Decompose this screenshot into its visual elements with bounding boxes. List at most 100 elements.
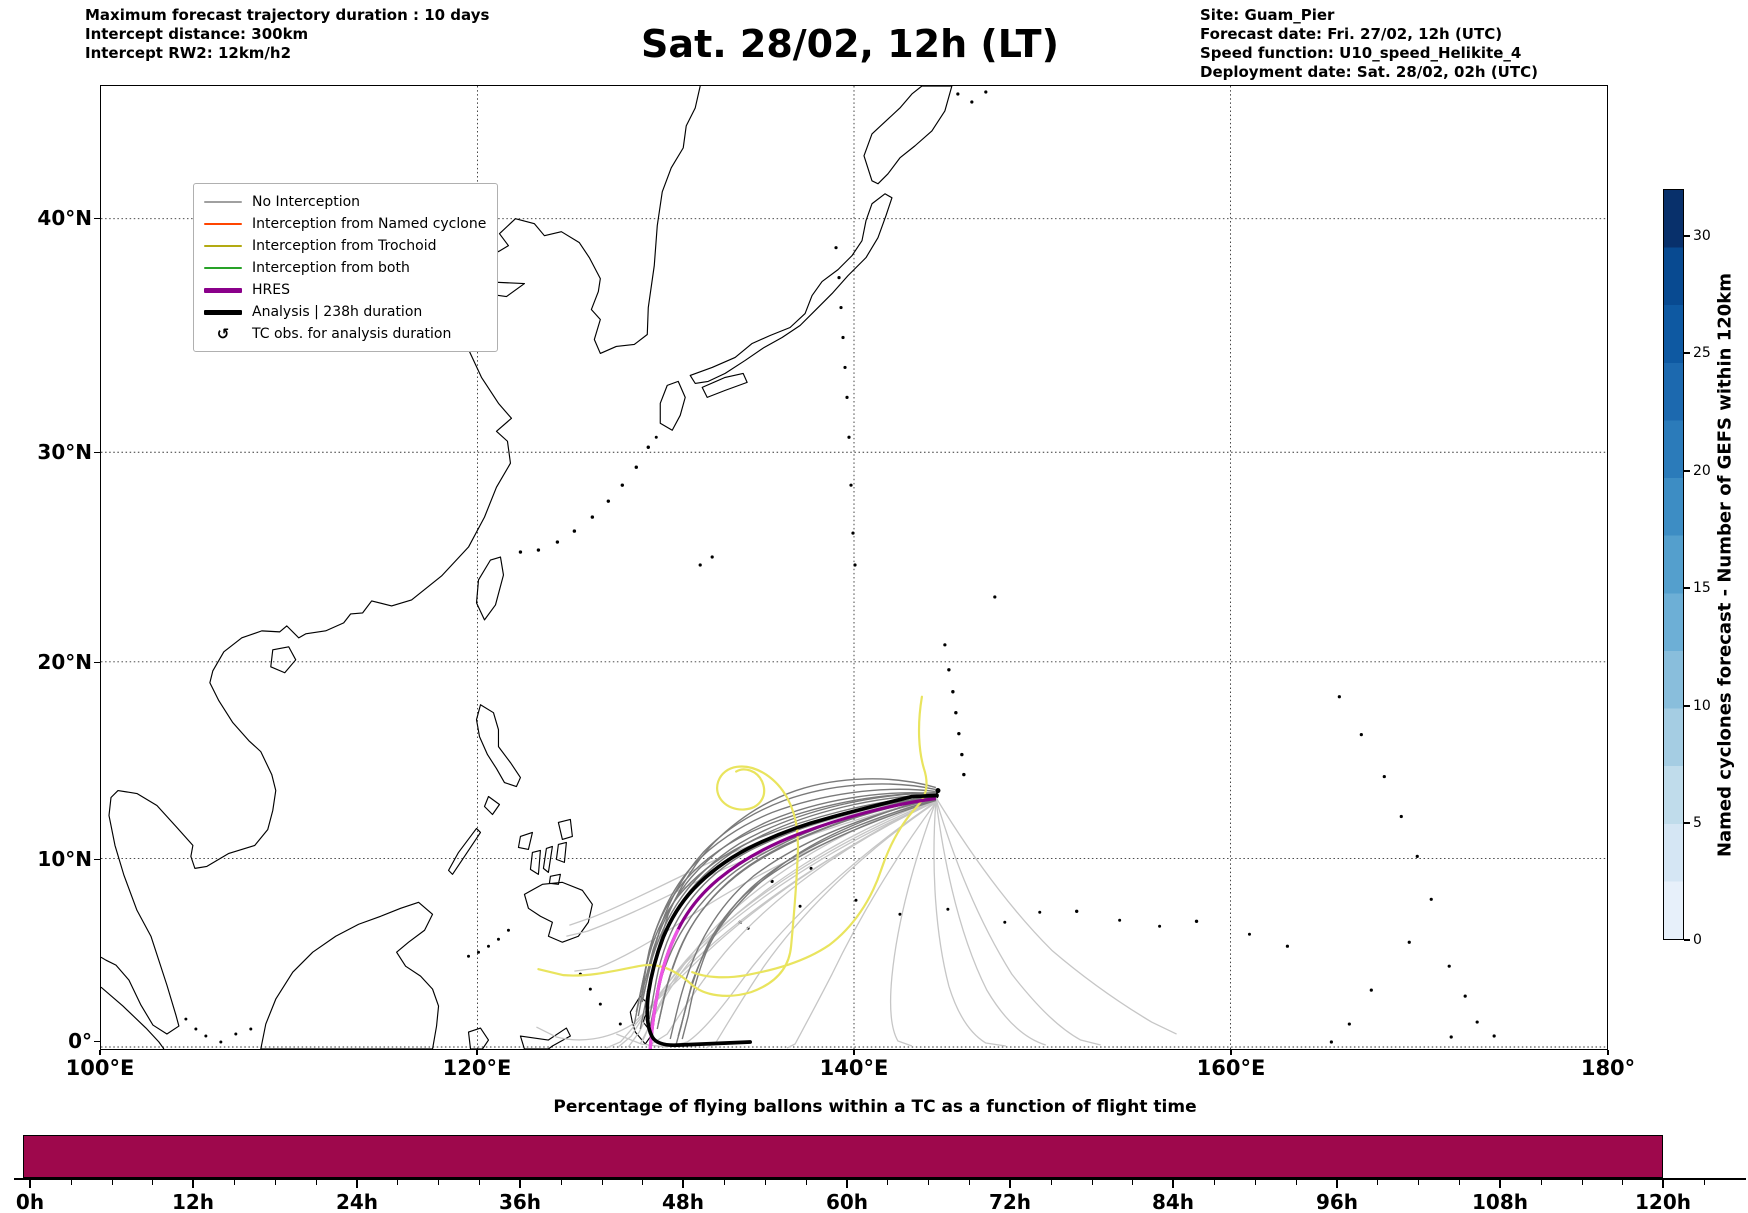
flight-minor-tick [1214, 1179, 1216, 1185]
flight-major-tick [356, 1179, 358, 1188]
lon-tick-mark [99, 1050, 101, 1055]
map-canvas [101, 86, 1607, 1049]
flight-major-tick [29, 1179, 31, 1188]
lon-tick-mark [476, 1050, 478, 1055]
flight-minor-tick [560, 1179, 562, 1185]
flight-minor-tick [1132, 1179, 1134, 1185]
flight-tick-label: 120h [1635, 1190, 1691, 1213]
flight-major-tick [1172, 1179, 1174, 1188]
flight-minor-tick [887, 1179, 889, 1185]
flight-minor-tick [70, 1179, 72, 1185]
flight-minor-tick [724, 1179, 726, 1185]
flight-minor-tick [805, 1179, 807, 1185]
legend-item: No Interception [204, 191, 487, 213]
legend-line-swatch [204, 287, 242, 293]
legend-line [204, 309, 242, 315]
flight-minor-tick [193, 1179, 195, 1185]
flight-minor-tick [1418, 1179, 1420, 1185]
tc-symbol-icon: ↺ [216, 324, 230, 343]
colorbar-tick-mark [1684, 939, 1690, 941]
flight-tick-label: 36h [498, 1190, 542, 1213]
lon-tick-label: 100°E [65, 1056, 135, 1080]
flight-minor-tick [479, 1179, 481, 1185]
header-right-line: Forecast date: Fri. 27/02, 12h (UTC) [1200, 25, 1503, 43]
legend-line [204, 245, 242, 247]
flight-major-tick [1662, 1179, 1664, 1188]
flight-tick-label: 96h [1315, 1190, 1359, 1213]
flight-minor-tick [1295, 1179, 1297, 1185]
colorbar-tick-label: 20 [1693, 463, 1711, 479]
header-left-line: Intercept RW2: 12km/h2 [85, 44, 292, 62]
flight-time-bar [23, 1135, 1663, 1178]
header-left-info: Maximum forecast trajectory duration : 1… [85, 6, 489, 63]
header-right-info: Site: Guam_Pier Forecast date: Fri. 27/02… [1200, 6, 1538, 82]
header-left-line: Intercept distance: 300km [85, 25, 309, 43]
flight-minor-tick [642, 1179, 644, 1185]
flight-minor-tick [315, 1179, 317, 1185]
flight-tick-label: 12h [171, 1190, 215, 1213]
lat-tick-label: 40°N [37, 206, 92, 230]
colorbar-tick-label: 0 [1693, 932, 1702, 948]
flight-minor-tick [1540, 1179, 1542, 1185]
header-left-line: Maximum forecast trajectory duration : 1… [85, 6, 490, 24]
flight-minor-tick [1581, 1179, 1583, 1185]
colorbar-tick-label: 30 [1693, 228, 1711, 244]
legend-item: Interception from both [204, 257, 487, 279]
flight-major-tick [846, 1179, 848, 1188]
flight-minor-tick [1377, 1179, 1379, 1185]
lat-tick-label: 30°N [37, 440, 92, 464]
legend-line [204, 287, 242, 293]
lon-tick-label: 180° [1580, 1056, 1636, 1080]
lon-tick-mark [853, 1050, 855, 1055]
legend-line-swatch [204, 223, 242, 225]
flight-minor-tick [928, 1179, 930, 1185]
flight-minor-tick [111, 1179, 113, 1185]
legend-line [204, 201, 242, 203]
header-right-line: Deployment date: Sat. 28/02, 02h (UTC) [1200, 63, 1538, 81]
colorbar-tick-label: 25 [1693, 345, 1711, 361]
flight-minor-tick [234, 1179, 236, 1185]
legend-item: Interception from Named cyclone [204, 213, 487, 235]
map-panel: No Interception Interception from Named c… [100, 85, 1608, 1050]
flight-tick-label: 48h [661, 1190, 705, 1213]
legend-line [204, 223, 242, 225]
flight-major-tick [192, 1179, 194, 1188]
island-dots [184, 90, 1496, 1044]
legend-line [204, 267, 242, 269]
flight-minor-tick [1091, 1179, 1093, 1185]
flight-major-tick [1336, 1179, 1338, 1188]
trajectory-trochoid-interception [537, 695, 928, 997]
legend-item-label: Interception from Named cyclone [252, 216, 487, 232]
colorbar-tick-label: 5 [1693, 815, 1702, 831]
legend-line-swatch [204, 309, 242, 315]
lon-tick-mark [1230, 1050, 1232, 1055]
flight-minor-tick [274, 1179, 276, 1185]
colorbar-tick-mark [1684, 470, 1690, 472]
flight-tick-label: 108h [1472, 1190, 1528, 1213]
legend-item: ↺ TC obs. for analysis duration [204, 323, 487, 345]
figure-title: Sat. 28/02, 12h (LT) [641, 22, 1059, 66]
flight-tick-label: 24h [335, 1190, 379, 1213]
flight-minor-tick [152, 1179, 154, 1185]
lat-tick-mark [94, 217, 100, 219]
flight-minor-tick [764, 1179, 766, 1185]
map-legend: No Interception Interception from Named c… [193, 183, 498, 352]
flight-minor-tick [397, 1179, 399, 1185]
flight-tick-label: 60h [825, 1190, 869, 1213]
legend-item-label: Interception from both [252, 260, 410, 276]
legend-item-label: TC obs. for analysis duration [252, 326, 452, 342]
colorbar-tick-mark [1684, 352, 1690, 354]
bottom-chart-title: Percentage of flying ballons within a TC… [553, 1097, 1197, 1117]
lon-tick-label: 140°E [819, 1056, 889, 1080]
colorbar-tick-mark [1684, 587, 1690, 589]
legend-item: Analysis | 238h duration [204, 301, 487, 323]
legend-line-swatch [204, 201, 242, 203]
lat-tick-label: 10°N [37, 847, 92, 871]
flight-minor-tick [1459, 1179, 1461, 1185]
legend-line-swatch [204, 245, 242, 247]
colorbar-tick-mark [1684, 235, 1690, 237]
header-right-line: Site: Guam_Pier [1200, 6, 1335, 24]
lat-tick-mark [94, 1040, 100, 1042]
colorbar-title: Named cyclones forecast - Number of GEFS… [1714, 272, 1736, 857]
